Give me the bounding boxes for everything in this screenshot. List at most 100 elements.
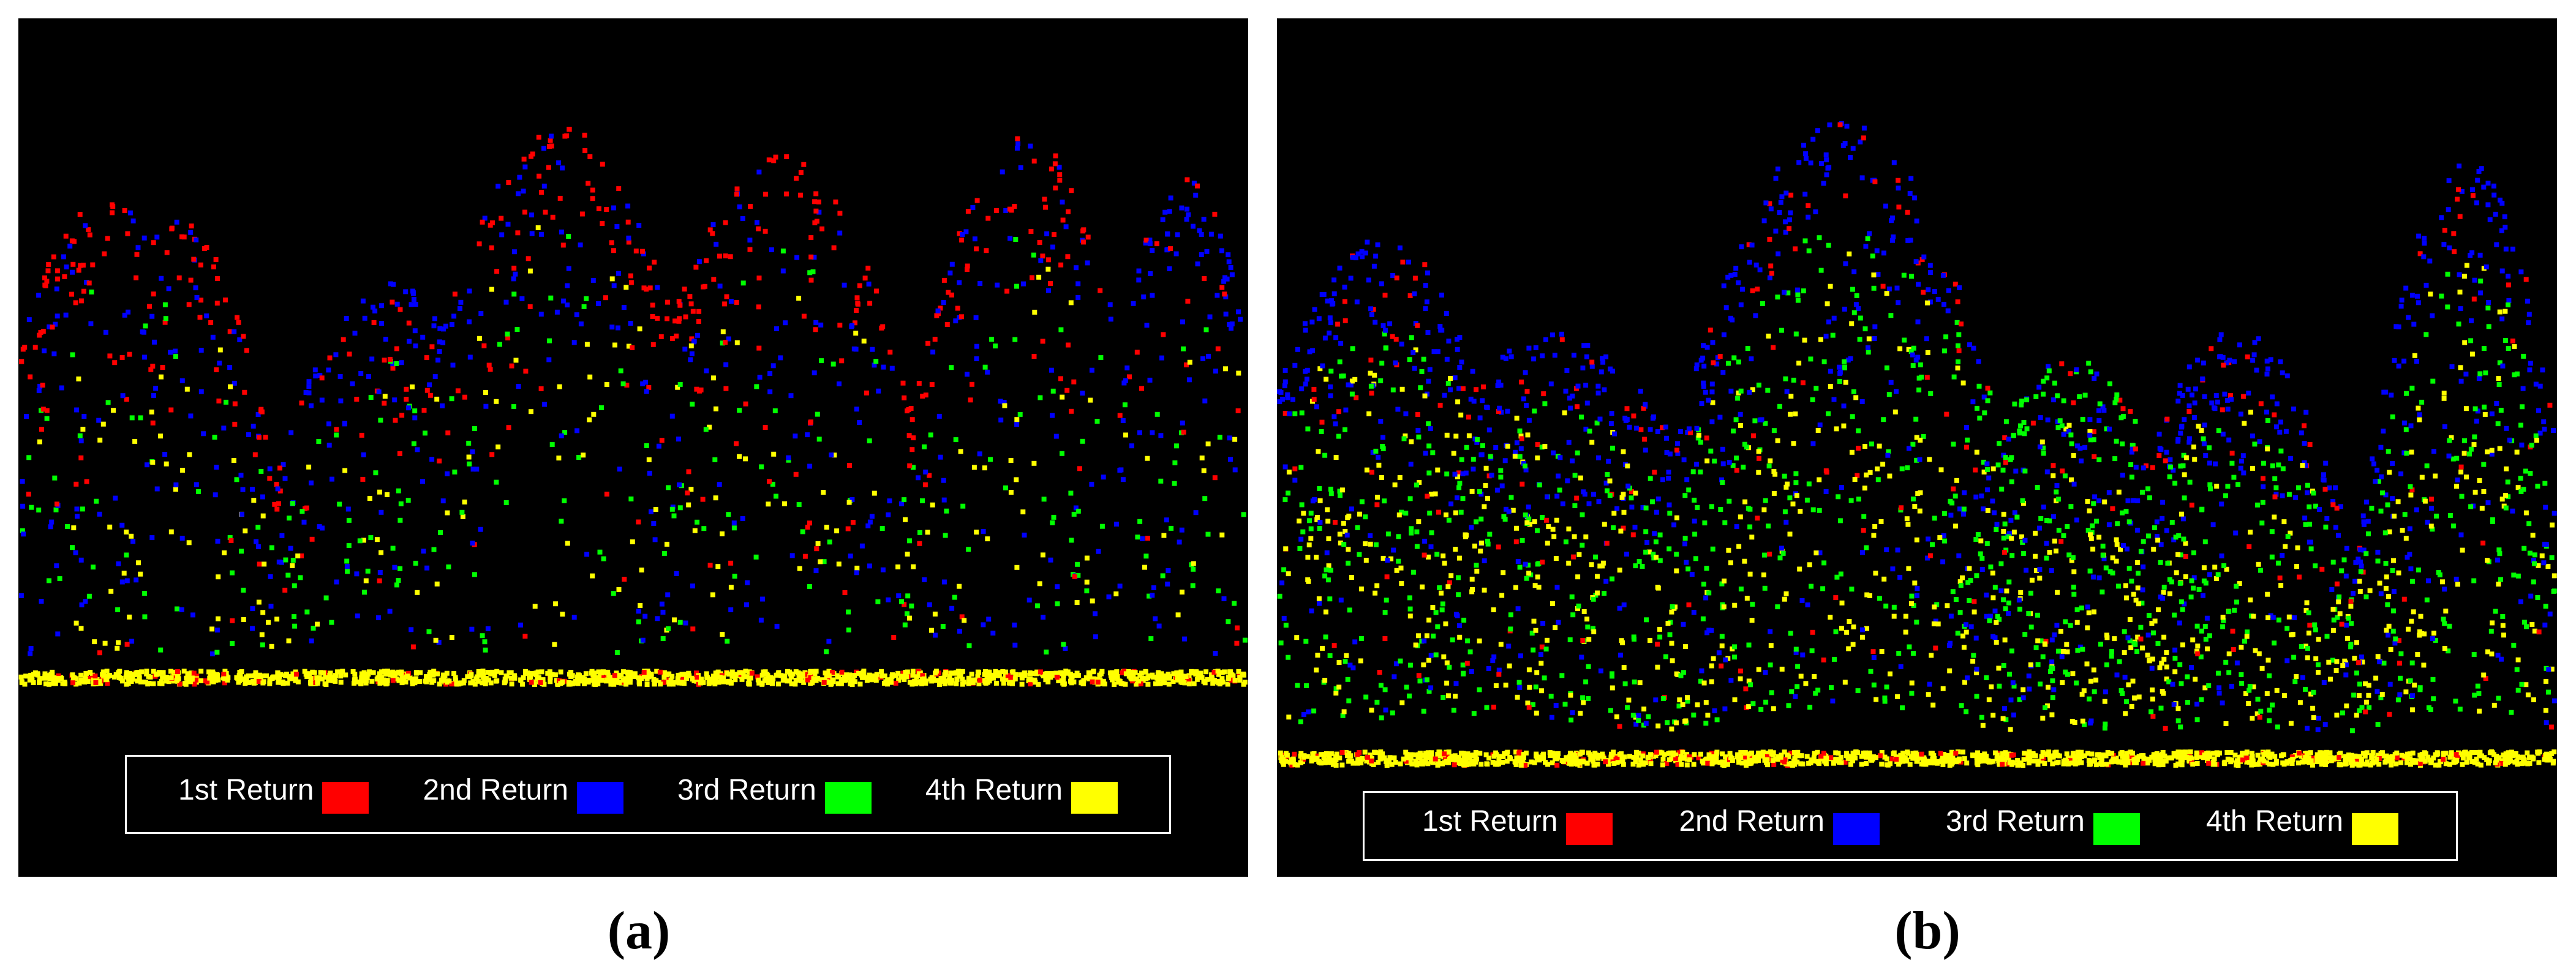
4th-return-point — [1112, 681, 1117, 687]
4th-return-point — [222, 550, 227, 555]
4th-return-point — [1363, 541, 1368, 547]
4th-return-point — [1433, 491, 1438, 497]
4th-return-point — [377, 671, 382, 677]
1st-return-point — [1491, 704, 1496, 710]
1st-return-point — [1708, 328, 1713, 333]
1st-return-point — [1057, 178, 1063, 183]
2nd-return-point — [1390, 273, 1396, 278]
2nd-return-point — [1028, 143, 1033, 149]
2nd-return-point — [1908, 176, 1914, 181]
3rd-return-point — [902, 622, 908, 628]
1st-return-point — [611, 248, 616, 253]
3rd-return-point — [497, 342, 502, 347]
2nd-return-point — [2469, 250, 2475, 255]
2nd-return-point — [470, 467, 476, 472]
4th-return-point — [129, 533, 134, 539]
3rd-return-point — [1848, 498, 1854, 503]
1st-return-point — [481, 343, 487, 348]
4th-return-point — [1756, 470, 1761, 475]
1st-return-point — [808, 254, 814, 260]
4th-return-point — [257, 676, 263, 681]
4th-return-point — [1746, 678, 1752, 684]
2nd-return-point — [1226, 259, 1232, 264]
4th-return-point — [107, 524, 113, 530]
4th-return-point — [789, 681, 794, 686]
4th-return-point — [933, 669, 939, 674]
1st-return-point — [515, 230, 521, 236]
2nd-return-point — [2054, 483, 2060, 488]
2nd-return-point — [2264, 371, 2270, 377]
3rd-return-point — [772, 408, 778, 413]
2nd-return-point — [1701, 384, 1706, 389]
1st-return-point — [603, 295, 608, 301]
2nd-return-point — [1671, 522, 1677, 528]
1st-return-point — [676, 299, 682, 304]
1st-return-point — [604, 492, 609, 497]
1st-return-point — [693, 264, 699, 270]
2nd-return-point — [1303, 381, 1308, 387]
2nd-return-point — [1150, 248, 1155, 253]
4th-return-point — [325, 674, 330, 680]
3rd-return-point — [677, 620, 683, 625]
1st-return-point — [462, 394, 467, 400]
3rd-return-point — [503, 500, 509, 505]
2nd-return-point — [255, 544, 261, 549]
2nd-return-point — [1589, 364, 1595, 369]
1st-return-point — [567, 127, 572, 132]
1st-return-point — [747, 247, 753, 252]
4th-return-point — [1033, 671, 1039, 677]
3rd-return-point — [2223, 493, 2228, 498]
2nd-return-point — [260, 494, 265, 500]
3rd-return-point — [1832, 656, 1837, 662]
3rd-return-point — [1870, 253, 1875, 259]
1st-return-point — [974, 198, 980, 203]
1st-return-point — [557, 678, 562, 683]
2nd-return-point — [659, 601, 665, 607]
4th-return-point — [1453, 694, 1458, 699]
3rd-return-point — [2349, 621, 2354, 626]
2nd-return-point — [2251, 352, 2257, 358]
3rd-return-point — [2267, 673, 2272, 678]
4th-return-point — [739, 677, 745, 682]
2nd-return-point — [2321, 472, 2326, 478]
3rd-return-point — [2017, 697, 2022, 702]
4th-return-point — [2552, 573, 2557, 579]
2nd-return-point — [1486, 666, 1491, 671]
1st-return-point — [1771, 345, 1776, 350]
3rd-return-point — [2098, 642, 2103, 647]
4th-return-point — [2463, 406, 2469, 411]
1st-return-point — [934, 313, 940, 318]
2nd-return-point — [24, 414, 29, 419]
2nd-return-point — [1990, 498, 1995, 504]
4th-return-point — [217, 347, 223, 353]
4th-return-point — [584, 342, 590, 347]
1st-return-point — [303, 506, 307, 511]
4th-return-point — [583, 671, 589, 677]
2nd-return-point — [2224, 397, 2230, 403]
2nd-return-point — [201, 431, 206, 437]
1st-return-point — [590, 196, 595, 201]
4th-return-point — [2499, 497, 2505, 502]
3rd-return-point — [449, 396, 454, 402]
3rd-return-point — [1995, 462, 2001, 468]
1st-return-point — [124, 642, 130, 647]
1st-return-point — [2138, 636, 2144, 642]
4th-return-point — [159, 681, 165, 686]
4th-return-point — [2328, 677, 2333, 682]
2nd-return-point — [413, 302, 418, 307]
2nd-return-point — [1526, 345, 1532, 351]
4th-return-point — [1074, 600, 1080, 606]
4th-return-point — [2433, 473, 2438, 479]
4th-return-point — [2357, 579, 2362, 584]
1st-return-point — [2221, 362, 2226, 368]
2nd-return-point — [1858, 139, 1863, 144]
1st-return-point — [186, 302, 192, 307]
2nd-return-point — [344, 316, 349, 321]
3rd-return-point — [2097, 401, 2103, 407]
3rd-return-point — [695, 519, 700, 525]
3rd-return-point — [2047, 518, 2052, 523]
3rd-return-point — [2041, 451, 2046, 456]
4th-return-point — [2464, 474, 2469, 480]
4th-return-point — [1087, 676, 1092, 681]
3rd-return-point — [1951, 374, 1957, 380]
